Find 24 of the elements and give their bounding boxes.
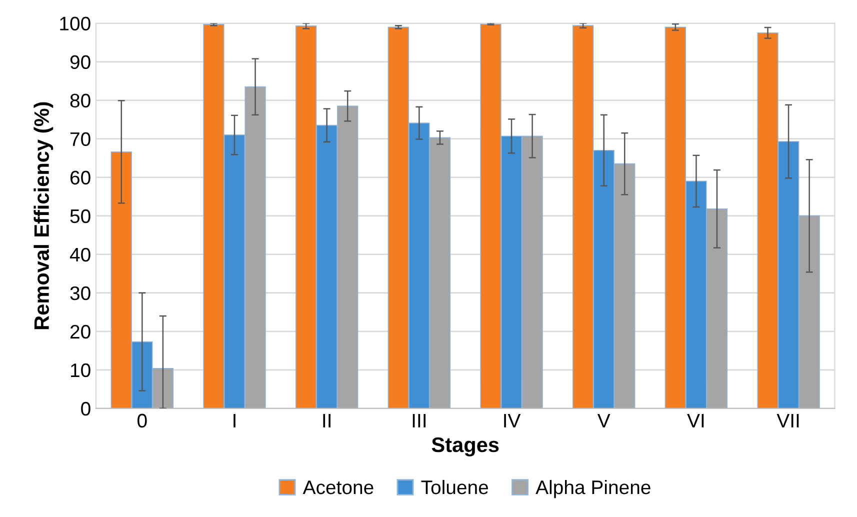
y-tick-label: 70: [70, 132, 90, 146]
legend-label: Alpha Pinene: [536, 480, 650, 498]
y-tick-label: 40: [70, 248, 90, 262]
x-tick-label: VI: [687, 414, 704, 428]
y-axis-title: Removal Efficiency (%): [34, 102, 54, 330]
y-tick-label: 100: [60, 16, 90, 30]
x-tick-label: II: [323, 414, 330, 428]
y-tick-label: 80: [70, 94, 90, 108]
legend-label: Toluene: [421, 480, 488, 494]
x-tick-label: III: [412, 414, 426, 428]
legend-label: Acetone: [302, 480, 374, 494]
x-tick-label: IV: [504, 414, 521, 428]
x-tick-label: V: [597, 414, 610, 428]
y-tick-label: 90: [70, 55, 90, 70]
y-tick-label: 50: [70, 209, 90, 224]
x-tick-label: 0: [138, 414, 147, 428]
y-tick-label: 10: [70, 363, 90, 378]
x-tick-label: VII: [776, 414, 799, 428]
y-tick-label: 20: [70, 324, 90, 339]
x-axis-title: Stages: [432, 437, 499, 456]
x-tick-label: I: [234, 414, 236, 428]
y-tick-label: 30: [70, 286, 90, 300]
y-tick-label: 60: [70, 170, 90, 185]
y-tick-label: 0: [81, 402, 90, 416]
